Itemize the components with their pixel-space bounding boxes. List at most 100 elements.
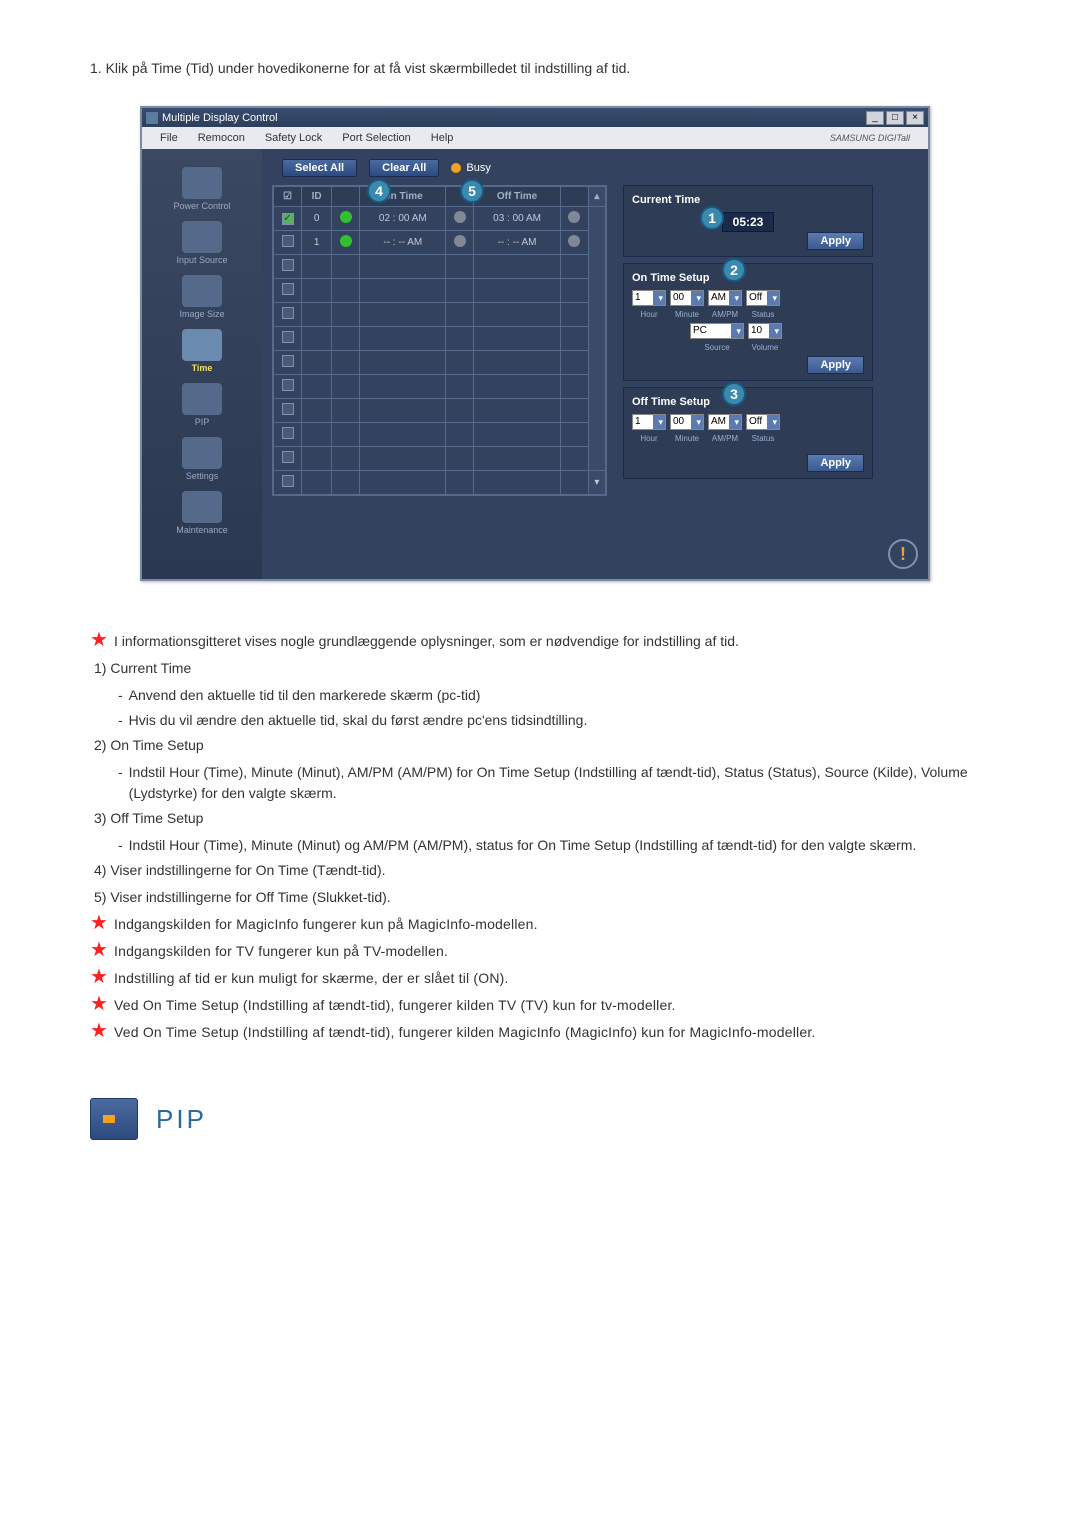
row-on-time xyxy=(360,423,446,447)
off-status-select[interactable]: Off xyxy=(746,414,780,430)
scroll-down[interactable]: ▾ xyxy=(588,471,605,495)
note-n4: 4) Viser indstillingerne for On Time (Tæ… xyxy=(94,860,1020,881)
row-check[interactable] xyxy=(274,471,302,495)
row-check[interactable] xyxy=(274,303,302,327)
note-n2: 2) On Time Setup xyxy=(94,735,1020,756)
off-hour-select[interactable]: 1 xyxy=(632,414,666,430)
table-row[interactable]: ▾ xyxy=(274,471,606,495)
table-row[interactable] xyxy=(274,255,606,279)
table-row[interactable] xyxy=(274,447,606,471)
table-row[interactable] xyxy=(274,303,606,327)
pip-icon xyxy=(182,383,222,415)
row-check[interactable] xyxy=(274,327,302,351)
row-off-time xyxy=(474,279,560,303)
scroll-up[interactable]: ▴ xyxy=(588,187,605,207)
sidebar-item-time[interactable]: Time xyxy=(142,329,262,373)
sidebar-label: Maintenance xyxy=(142,525,262,535)
table-row[interactable] xyxy=(274,375,606,399)
table-row[interactable] xyxy=(274,399,606,423)
row-on-time xyxy=(360,471,446,495)
row-id xyxy=(302,303,332,327)
row-check[interactable] xyxy=(274,231,302,255)
off-minute-select[interactable]: 00 xyxy=(670,414,704,430)
on-status-select[interactable]: Off xyxy=(746,290,780,306)
table-row[interactable] xyxy=(274,327,606,351)
row-id xyxy=(302,399,332,423)
row-off-lamp xyxy=(560,279,588,303)
row-check[interactable] xyxy=(274,255,302,279)
dash: - xyxy=(118,762,123,804)
row-lamp xyxy=(332,231,360,255)
select-all-button[interactable]: Select All xyxy=(282,159,357,177)
row-check[interactable] xyxy=(274,447,302,471)
lbl-volume: Volume xyxy=(748,343,782,352)
sidebar-item-power-control[interactable]: Power Control xyxy=(142,167,262,211)
row-id: 1 xyxy=(302,231,332,255)
on-ampm-select[interactable]: AM xyxy=(708,290,742,306)
sidebar-item-pip[interactable]: PIP xyxy=(142,383,262,427)
row-lamp xyxy=(332,399,360,423)
row-lamp xyxy=(332,447,360,471)
apply-on-button[interactable]: Apply xyxy=(807,356,864,374)
power-icon xyxy=(182,167,222,199)
row-id xyxy=(302,327,332,351)
apply-current-button[interactable]: Apply xyxy=(807,232,864,250)
maximize-button[interactable]: □ xyxy=(886,111,904,125)
col-off-lamp xyxy=(560,187,588,207)
off-time-title: Off Time Setup xyxy=(632,396,864,408)
table-row[interactable]: 1 -- : -- AM -- : -- AM xyxy=(274,231,606,255)
apply-off-button[interactable]: Apply xyxy=(807,454,864,472)
star-icon: ★ xyxy=(90,631,108,649)
row-on-time xyxy=(360,279,446,303)
pip-section: PIP xyxy=(90,1098,1020,1140)
note-n1a: Anvend den aktuelle tid til den markered… xyxy=(129,685,481,706)
row-check[interactable] xyxy=(274,423,302,447)
row-off-lamp xyxy=(560,303,588,327)
row-lamp xyxy=(332,471,360,495)
minimize-button[interactable]: _ xyxy=(866,111,884,125)
notes-section: ★I informationsgitteret vises nogle grun… xyxy=(90,631,1020,1043)
row-check[interactable] xyxy=(274,351,302,375)
brand-logo: SAMSUNG DIGITall xyxy=(820,133,920,143)
row-check[interactable] xyxy=(274,375,302,399)
sidebar-label: Power Control xyxy=(142,201,262,211)
lbl-status: Status xyxy=(746,310,780,319)
clear-all-button[interactable]: Clear All xyxy=(369,159,439,177)
menu-port-selection[interactable]: Port Selection xyxy=(332,132,420,144)
on-source-select[interactable]: PC xyxy=(690,323,744,339)
row-check[interactable] xyxy=(274,207,302,231)
menu-file[interactable]: File xyxy=(150,132,188,144)
row-check[interactable] xyxy=(274,399,302,423)
scroll-thumb[interactable] xyxy=(588,207,605,471)
on-volume-select[interactable]: 10 xyxy=(748,323,782,339)
current-time-title: Current Time xyxy=(632,194,864,206)
sidebar-item-maintenance[interactable]: Maintenance xyxy=(142,491,262,535)
table-row[interactable] xyxy=(274,279,606,303)
row-on-lamp xyxy=(446,447,474,471)
menu-remocon[interactable]: Remocon xyxy=(188,132,255,144)
row-off-lamp xyxy=(560,471,588,495)
window-title: Multiple Display Control xyxy=(162,112,866,124)
current-time-box: Current Time 05:23 1 Apply xyxy=(623,185,873,257)
row-on-time: 02 : 00 AM xyxy=(360,207,446,231)
on-hour-select[interactable]: 1 xyxy=(632,290,666,306)
row-off-lamp xyxy=(560,423,588,447)
table-row[interactable] xyxy=(274,351,606,375)
time-icon xyxy=(182,329,222,361)
sidebar-item-settings[interactable]: Settings xyxy=(142,437,262,481)
table-row[interactable] xyxy=(274,423,606,447)
off-time-box: Off Time Setup 3 1 00 AM Off Hour Minute… xyxy=(623,387,873,479)
sidebar-item-image-size[interactable]: Image Size xyxy=(142,275,262,319)
on-minute-select[interactable]: 00 xyxy=(670,290,704,306)
row-check[interactable] xyxy=(274,279,302,303)
menu-safety-lock[interactable]: Safety Lock xyxy=(255,132,332,144)
table-row[interactable]: 0 02 : 00 AM 03 : 00 AM xyxy=(274,207,606,231)
sidebar-item-input-source[interactable]: Input Source xyxy=(142,221,262,265)
menu-help[interactable]: Help xyxy=(421,132,464,144)
star-icon: ★ xyxy=(90,914,108,932)
close-button[interactable]: × xyxy=(906,111,924,125)
row-id: 0 xyxy=(302,207,332,231)
off-ampm-select[interactable]: AM xyxy=(708,414,742,430)
row-id xyxy=(302,471,332,495)
row-off-time xyxy=(474,351,560,375)
